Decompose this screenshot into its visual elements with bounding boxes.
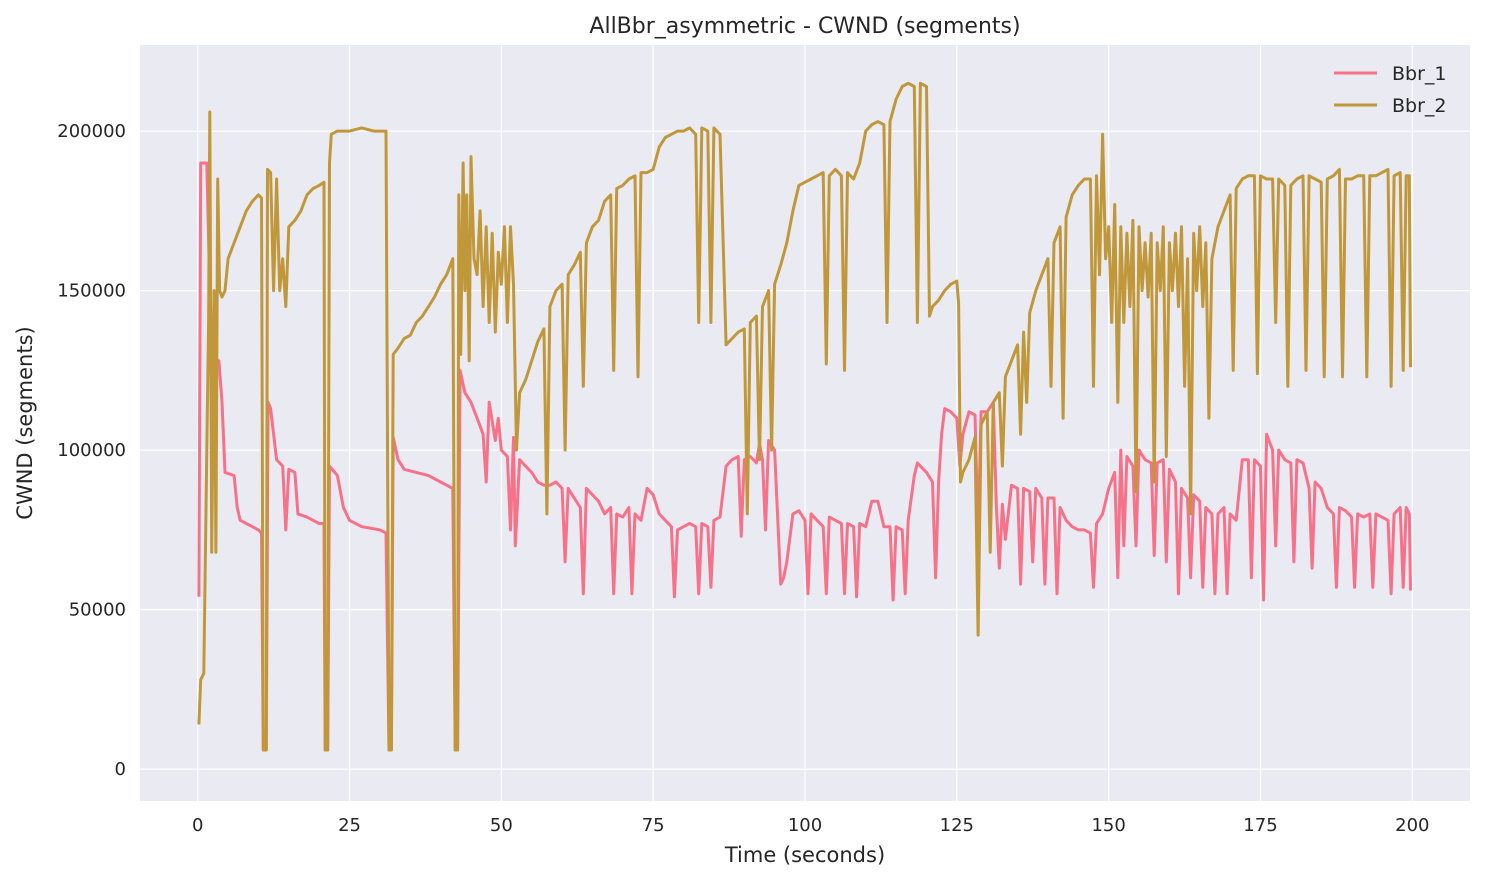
x-tick-label: 200 xyxy=(1395,815,1429,836)
x-tick-label: 100 xyxy=(788,815,822,836)
legend-label-bbr-2: Bbr_2 xyxy=(1392,95,1447,117)
series-group xyxy=(197,81,1412,752)
x-tick-label: 25 xyxy=(338,815,361,836)
x-tick-label: 125 xyxy=(940,815,974,836)
series-line-bbr-2 xyxy=(197,81,1412,752)
x-tick-label: 175 xyxy=(1243,815,1277,836)
x-tick-label: 75 xyxy=(642,815,665,836)
series-line-bbr-1 xyxy=(197,161,1412,752)
x-axis-label: Time (seconds) xyxy=(724,843,885,867)
y-tick-label: 200000 xyxy=(57,121,126,142)
grid-lines xyxy=(140,45,1470,801)
x-tick-label: 150 xyxy=(1091,815,1125,836)
y-tick-label: 100000 xyxy=(57,440,126,461)
x-tick-label: 0 xyxy=(192,815,203,836)
chart-title: AllBbr_asymmetric - CWND (segments) xyxy=(589,14,1020,39)
y-tick-label: 50000 xyxy=(69,600,126,621)
y-axis-label: CWND (segments) xyxy=(13,326,37,519)
legend-label-bbr-1: Bbr_1 xyxy=(1392,63,1447,85)
x-tick-label: 50 xyxy=(490,815,513,836)
tick-labels: 0 25 50 75 100 125 150 175 200 0 50000 100000 150000… xyxy=(57,121,1429,836)
legend: Bbr_1 Bbr_2 xyxy=(1334,63,1447,117)
y-tick-label: 150000 xyxy=(57,281,126,302)
y-tick-label: 0 xyxy=(115,759,126,780)
